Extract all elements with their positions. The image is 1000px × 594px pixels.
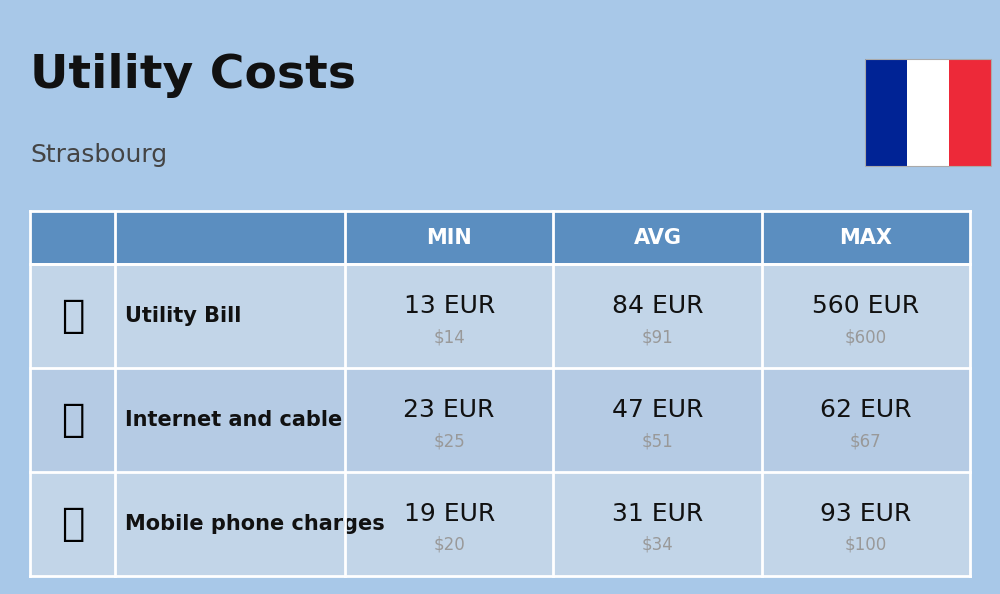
Text: 560 EUR: 560 EUR xyxy=(812,294,919,318)
Text: $51: $51 xyxy=(642,432,673,450)
Bar xyxy=(865,59,991,166)
Text: $91: $91 xyxy=(642,328,673,346)
Text: 📡: 📡 xyxy=(61,402,84,439)
Text: $14: $14 xyxy=(433,328,465,346)
Text: Utility Costs: Utility Costs xyxy=(30,53,356,99)
Bar xyxy=(30,211,970,264)
Bar xyxy=(30,264,970,368)
Text: Utility Bill: Utility Bill xyxy=(125,307,241,326)
Text: 19 EUR: 19 EUR xyxy=(404,502,495,526)
Text: MAX: MAX xyxy=(839,228,892,248)
Text: 13 EUR: 13 EUR xyxy=(404,294,495,318)
Bar xyxy=(949,59,991,166)
Text: MIN: MIN xyxy=(426,228,472,248)
Text: 📱: 📱 xyxy=(61,505,84,543)
Text: $34: $34 xyxy=(642,536,673,554)
Text: 47 EUR: 47 EUR xyxy=(612,398,703,422)
Text: $100: $100 xyxy=(845,536,887,554)
Bar xyxy=(865,59,907,166)
Text: $600: $600 xyxy=(845,328,887,346)
Text: 84 EUR: 84 EUR xyxy=(612,294,703,318)
Text: $20: $20 xyxy=(433,536,465,554)
Bar xyxy=(907,59,949,166)
Text: $25: $25 xyxy=(433,432,465,450)
Text: 62 EUR: 62 EUR xyxy=(820,398,912,422)
Text: AVG: AVG xyxy=(634,228,682,248)
Text: Strasbourg: Strasbourg xyxy=(30,143,167,166)
Text: 31 EUR: 31 EUR xyxy=(612,502,703,526)
Text: Mobile phone charges: Mobile phone charges xyxy=(125,514,385,534)
Text: 93 EUR: 93 EUR xyxy=(820,502,911,526)
Text: 🔌: 🔌 xyxy=(61,298,84,335)
Text: $67: $67 xyxy=(850,432,882,450)
Text: 23 EUR: 23 EUR xyxy=(403,398,495,422)
Bar xyxy=(30,368,970,472)
Text: Internet and cable: Internet and cable xyxy=(125,410,342,430)
Bar xyxy=(30,472,970,576)
